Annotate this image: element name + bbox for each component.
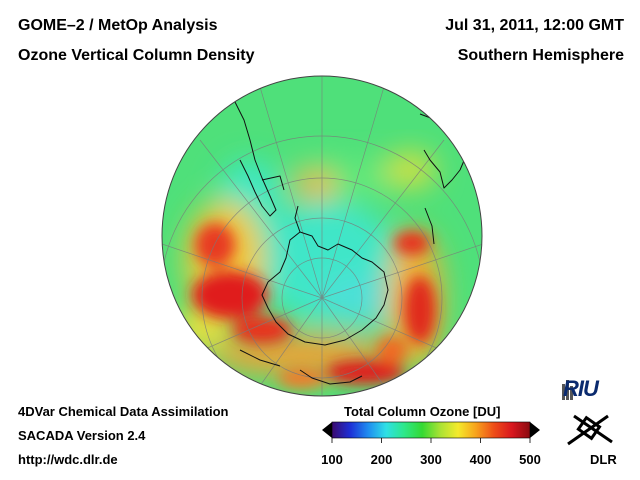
riu-logo-text: RIU: [563, 376, 599, 401]
map-subtitle: Ozone Vertical Column Density: [18, 47, 255, 64]
footer-version: SACADA Version 2.4: [18, 428, 146, 443]
map-date: Jul 31, 2011, 12:00 GMT: [445, 17, 624, 34]
colorbar-tick-label: 500: [519, 452, 541, 467]
riu-logo: [562, 380, 573, 400]
colorbar-tick-label: 100: [321, 452, 343, 467]
hemisphere-label: Southern Hemisphere: [457, 47, 624, 64]
ozone-globe: [162, 76, 482, 396]
dlr-logo: [567, 414, 613, 446]
map-title: GOME–2 / MetOp Analysis: [18, 17, 218, 34]
colorbar-title: Total Column Ozone [DU]: [344, 404, 501, 419]
colorbar: [322, 421, 540, 443]
colorbar-tick-label: 300: [420, 452, 442, 467]
colorbar-tick-label: 200: [370, 452, 393, 467]
colorbar-tick-label: 400: [469, 452, 492, 467]
footer-url[interactable]: http://wdc.dlr.de: [18, 452, 118, 467]
dlr-logo-text: DLR: [590, 452, 617, 467]
footer-method: 4DVar Chemical Data Assimilation: [18, 404, 229, 419]
